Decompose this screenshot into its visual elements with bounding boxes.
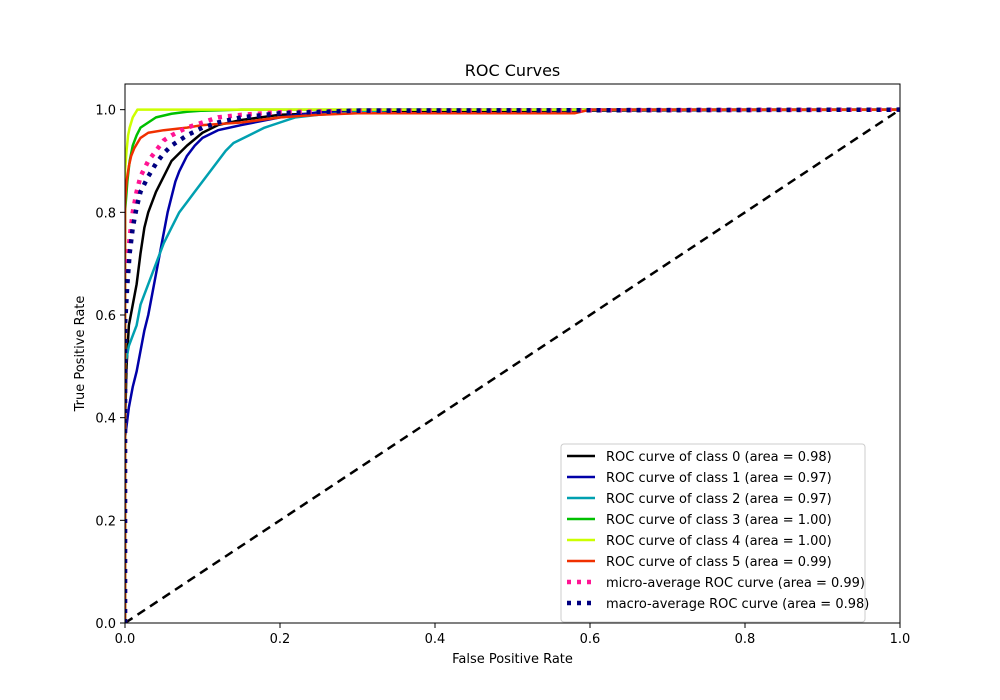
legend-label: ROC curve of class 5 (area = 0.99) — [606, 555, 832, 570]
x-tick-label: 0.0 — [115, 632, 136, 647]
x-tick-label: 0.2 — [270, 632, 291, 647]
y-tick-label: 0.6 — [95, 309, 116, 324]
series-line-4 — [125, 108, 900, 623]
plot-area — [125, 107, 900, 623]
ticks-layer: 0.0 0.2 0.4 0.6 0.8 1.0 0.0 0.2 0.4 0.6 0.8 1.0 — [95, 104, 910, 647]
legend-label: ROC curve of class 0 (area = 0.98) — [606, 450, 832, 465]
y-axis-label: True Positive Rate — [73, 296, 88, 413]
series-line-0 — [125, 108, 900, 623]
y-tick-label: 0.2 — [95, 514, 116, 529]
legend-label: ROC curve of class 2 (area = 0.97) — [606, 492, 832, 507]
series-line-5 — [125, 108, 900, 623]
x-axis-label: False Positive Rate — [452, 652, 573, 667]
x-tick-label: 1.0 — [890, 632, 911, 647]
legend-label: ROC curve of class 1 (area = 0.97) — [606, 471, 832, 486]
x-tick-label: 0.6 — [580, 632, 601, 647]
legend-label: micro-average ROC curve (area = 0.99) — [606, 576, 865, 591]
x-tick-label: 0.4 — [425, 632, 446, 647]
series-line-7 — [125, 107, 900, 623]
legend-label: macro-average ROC curve (area = 0.98) — [606, 597, 869, 612]
axes-frame — [124, 83, 901, 624]
chart-title: ROC Curves — [465, 61, 561, 80]
series-layer — [125, 107, 900, 623]
y-tick-label: 0.0 — [95, 617, 116, 632]
series-line-2 — [125, 108, 900, 623]
y-tick-label: 1.0 — [95, 104, 116, 119]
x-tick-label: 0.8 — [735, 632, 756, 647]
series-line-1 — [125, 108, 900, 623]
legend-box — [560, 443, 866, 623]
y-tick-label: 0.4 — [95, 412, 116, 427]
y-tick-label: 0.8 — [95, 206, 116, 221]
chance-diagonal-line — [125, 108, 900, 623]
legend-label: ROC curve of class 3 (area = 1.00) — [606, 513, 832, 528]
legend: ROC curve of class 0 (area = 0.98) ROC cu… — [560, 443, 869, 623]
legend-label: ROC curve of class 4 (area = 1.00) — [606, 534, 832, 549]
